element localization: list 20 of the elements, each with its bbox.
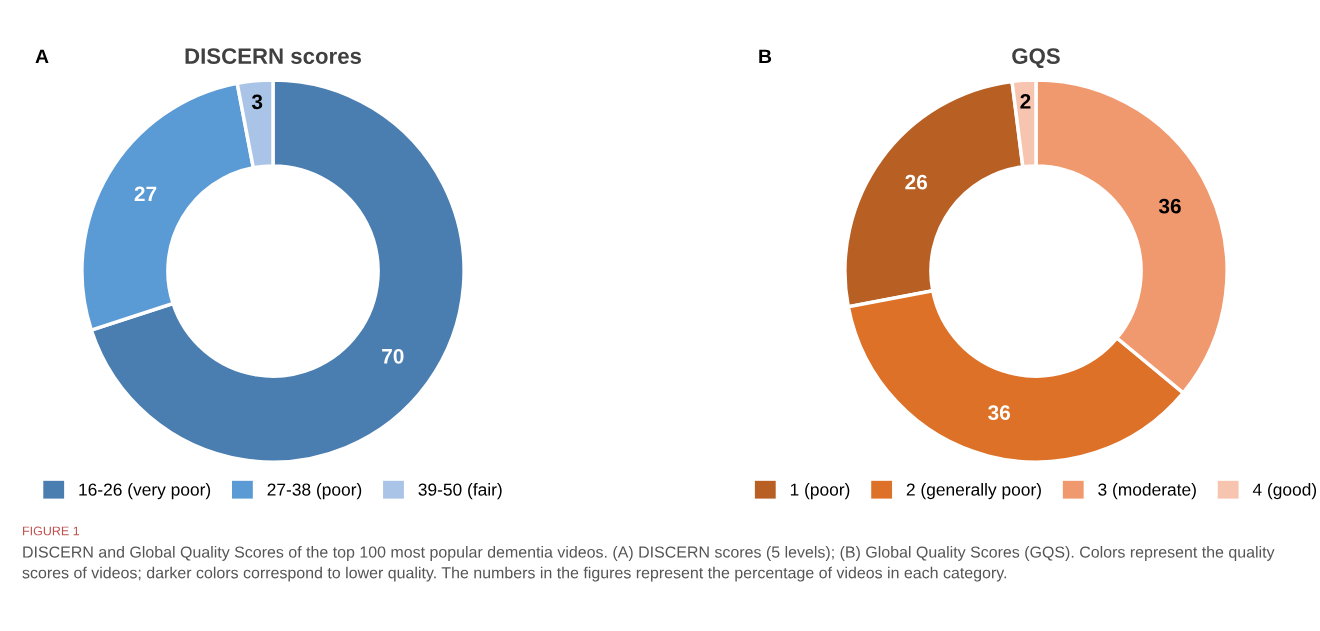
legend-label: 3 (moderate) bbox=[1098, 483, 1196, 500]
legend-label: 39-50 (fair) bbox=[418, 483, 502, 500]
legend-label: 1 (poor) bbox=[790, 483, 850, 500]
data-label: 36 bbox=[1158, 198, 1181, 214]
text: DISCERN and Global Quality Scores of the top 100 most popular dementia videos. (A) DISCERN scores (5 levels); (B) Global Quality Scores (GQS). Colors represent the quality scores of videos; darker colors correspond to lower quality. The numbers in the figures represent the percentage of videos in each category. bbox=[22, 546, 1275, 582]
data-label: 2 bbox=[1020, 94, 1031, 109]
data-label: 27 bbox=[134, 186, 157, 201]
chart-title: GQS bbox=[1012, 48, 1060, 69]
legend-label: 27-38 (poor) bbox=[267, 483, 362, 500]
text: A bbox=[35, 49, 49, 64]
legend-label: 2 (generally poor) bbox=[906, 483, 1041, 500]
legend-label: 16-26 (very poor) bbox=[79, 483, 211, 500]
data-label: 36 bbox=[988, 405, 1011, 421]
legend-label: 4 (good) bbox=[1252, 483, 1317, 500]
data-label: 3 bbox=[251, 94, 263, 110]
data-label: 26 bbox=[905, 174, 928, 190]
data-label: 70 bbox=[382, 348, 404, 364]
chart-title: DISCERN scores bbox=[185, 48, 362, 64]
caption: FIGURE 1 bbox=[23, 526, 80, 536]
text: B bbox=[759, 49, 772, 64]
